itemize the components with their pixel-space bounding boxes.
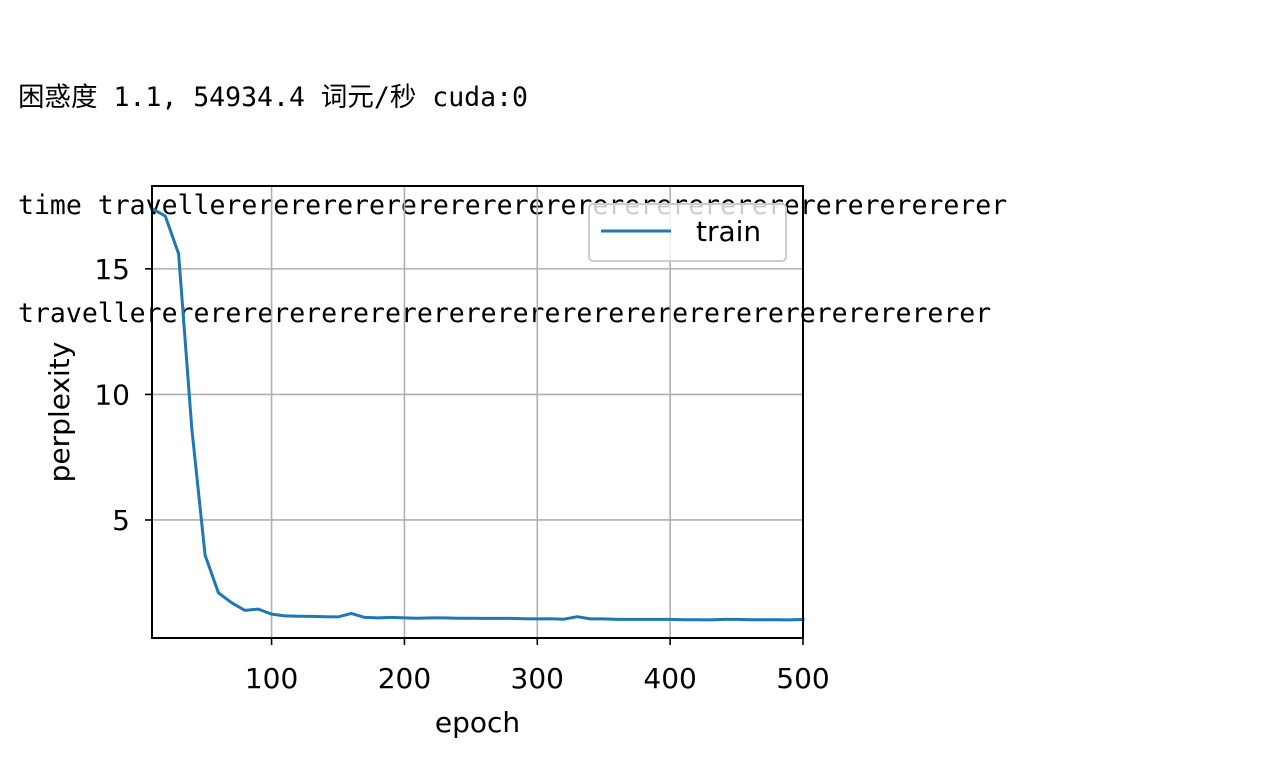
axis-ticks: 100 200 300 400 500 5 10 15 <box>94 253 829 695</box>
x-tick-label: 300 <box>511 662 564 695</box>
y-tick-label: 15 <box>94 253 130 286</box>
y-tick-label: 10 <box>94 378 130 411</box>
legend-box <box>588 203 787 262</box>
plot-frame <box>151 185 804 639</box>
x-tick-label: 400 <box>643 662 696 695</box>
x-tick-label: 500 <box>776 662 829 695</box>
series-layer <box>149 206 805 622</box>
output-line-prediction-2: travellerererererererererererererererere… <box>18 298 992 329</box>
y-axis-label: perplexity <box>43 342 76 483</box>
output-line-prediction-1: time travellerererererererererererererer… <box>18 190 1008 221</box>
y-tick-label: 5 <box>112 504 130 537</box>
series-line-train <box>149 206 805 622</box>
x-tick-label: 200 <box>378 662 431 695</box>
training-output: 困惑度 1.1, 54934.4 词元/秒 cuda:0 time travel… <box>18 8 1258 368</box>
output-line-perplexity: 困惑度 1.1, 54934.4 词元/秒 cuda:0 <box>18 82 528 113</box>
x-axis-label: epoch <box>435 706 520 739</box>
legend-label-train: train <box>696 215 761 248</box>
x-tick-label: 100 <box>245 662 298 695</box>
legend: train <box>588 203 787 262</box>
